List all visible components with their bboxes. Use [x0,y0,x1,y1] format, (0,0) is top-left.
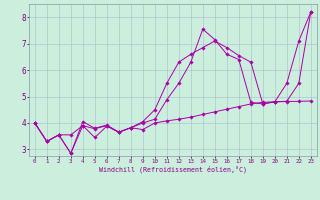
X-axis label: Windchill (Refroidissement éolien,°C): Windchill (Refroidissement éolien,°C) [99,165,247,173]
